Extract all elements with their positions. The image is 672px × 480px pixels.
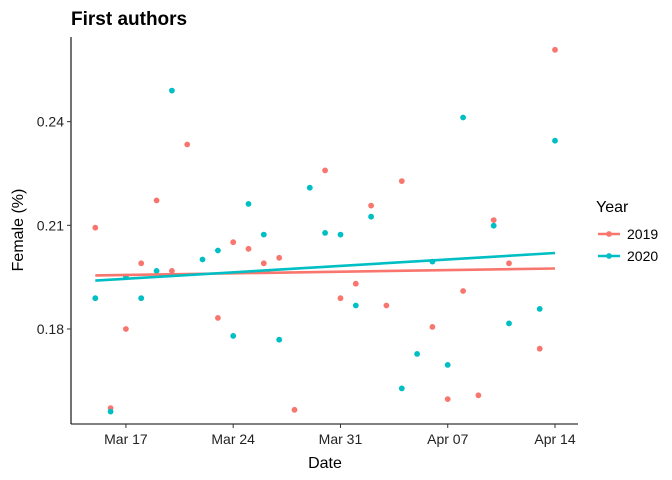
data-point-2019 (291, 406, 298, 413)
data-point-2019 (337, 295, 344, 302)
legend-key-dot-2020 (606, 253, 612, 259)
data-point-2019 (490, 217, 497, 224)
data-point-2020 (398, 385, 405, 392)
data-point-2019 (398, 178, 405, 185)
trend-lines (95, 251, 556, 282)
data-point-2019 (153, 197, 160, 204)
data-point-2020 (138, 295, 145, 302)
data-point-2020 (552, 137, 558, 144)
data-point-2020 (352, 302, 359, 309)
data-point-2019 (352, 280, 359, 287)
data-point-2019 (429, 324, 436, 330)
data-point-2020 (199, 256, 206, 263)
y-axis-title: Female (%) (10, 189, 27, 272)
x-tick-label: Apr 07 (427, 431, 468, 447)
data-point-2019 (383, 302, 390, 309)
data-point-2019 (215, 315, 221, 321)
legend-title: Year (596, 199, 629, 216)
data-point-2020 (368, 213, 374, 220)
data-point-2020 (215, 247, 221, 254)
data-point-2020 (153, 268, 160, 274)
data-point-2020 (92, 295, 99, 302)
data-point-2019 (536, 345, 543, 352)
data-point-2019 (184, 141, 191, 148)
data-point-2020 (414, 351, 420, 357)
x-axis-title: Date (308, 455, 342, 472)
data-point-2019 (506, 260, 512, 267)
data-point-2020 (306, 184, 313, 191)
data-point-2020 (260, 231, 267, 238)
data-point-2019 (322, 167, 328, 174)
legend-label-2019: 2019 (627, 226, 658, 242)
data-points (92, 46, 558, 415)
data-point-2020 (230, 333, 237, 339)
x-tick-label: Mar 31 (319, 431, 363, 447)
trend-line-2019 (95, 267, 556, 277)
trend-line-2020 (95, 251, 556, 282)
data-point-2019 (475, 392, 482, 399)
data-point-2019 (123, 326, 129, 332)
legend-key-dot-2019 (606, 231, 612, 237)
y-tick-label: 0.24 (37, 114, 64, 130)
chart-title: First authors (71, 9, 187, 30)
data-point-2019 (444, 396, 451, 402)
legend: Year 2019 2020 (596, 199, 658, 264)
data-point-2020 (536, 306, 543, 312)
legend-label-2020: 2020 (627, 248, 658, 264)
x-tick-label: Mar 24 (211, 431, 255, 447)
data-point-2020 (506, 320, 512, 327)
data-point-2020 (245, 201, 252, 207)
data-point-2019 (276, 254, 283, 261)
data-point-2019 (92, 224, 99, 231)
y-tick-label: 0.21 (37, 217, 64, 233)
data-point-2019 (460, 288, 466, 294)
x-axis-ticks: Mar 17 Mar 24 Mar 31 Apr 07 Apr 14 (104, 424, 576, 447)
y-axis-ticks: 0.18 0.21 0.24 (37, 114, 71, 337)
data-point-2020 (169, 87, 175, 94)
legend-items: 2019 2020 (598, 226, 658, 264)
x-tick-label: Mar 17 (104, 431, 148, 447)
data-point-2019 (138, 260, 145, 267)
data-point-2020 (337, 231, 344, 238)
data-point-2019 (368, 202, 374, 209)
data-point-2020 (276, 336, 283, 343)
data-point-2020 (444, 362, 451, 368)
data-point-2020 (107, 408, 114, 415)
x-tick-label: Apr 14 (534, 431, 575, 447)
y-tick-label: 0.18 (37, 321, 64, 337)
data-point-2019 (260, 260, 267, 267)
data-point-2019 (230, 239, 237, 246)
data-point-2019 (169, 268, 175, 274)
data-point-2020 (490, 222, 497, 229)
data-point-2019 (245, 245, 252, 252)
data-point-2020 (460, 114, 466, 121)
data-point-2020 (322, 230, 328, 236)
data-point-2019 (552, 46, 558, 53)
